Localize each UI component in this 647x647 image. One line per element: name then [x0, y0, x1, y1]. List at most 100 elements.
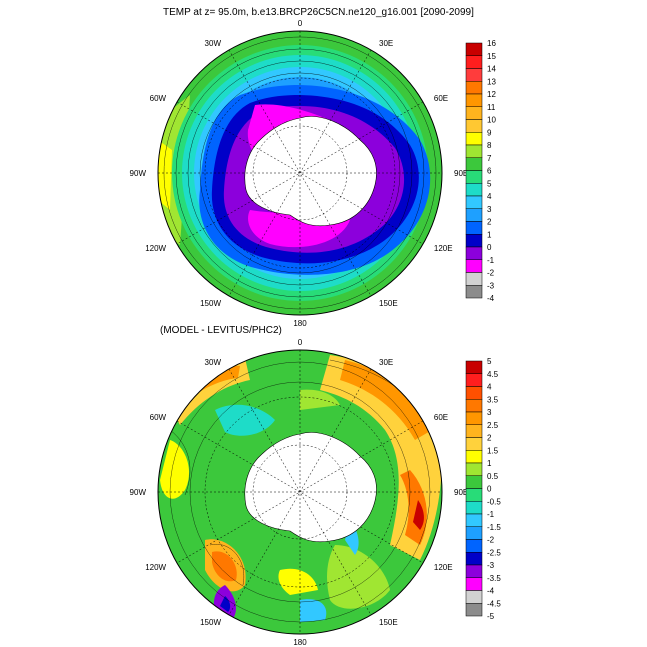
colorbar-swatch [465, 577, 483, 591]
colorbar-label: 3 [487, 205, 492, 214]
lon-label: 150W [200, 618, 221, 627]
colorbar-label: 16 [487, 39, 496, 48]
map-panel-2: 0 30E 60E 90E 120E 150E 180 150W 120W 90W 60W 30W [130, 338, 469, 647]
colorbar-label: -3.5 [487, 574, 501, 583]
colorbar-swatch [465, 399, 483, 413]
colorbar-swatch [465, 590, 483, 604]
lon-label: 30W [205, 39, 222, 48]
colorbar-swatch [465, 539, 483, 553]
lon-label: 180 [293, 638, 307, 647]
colorbar-label: 0.5 [487, 472, 499, 481]
lon-label: 60E [434, 94, 448, 103]
colorbar-label: 4 [487, 192, 492, 201]
colorbar-swatch [465, 450, 483, 464]
colorbar-swatch [465, 360, 483, 374]
lon-label: 120E [434, 563, 453, 572]
panel-2-title: (MODEL - LEVITUS/PHC2) [160, 325, 282, 336]
colorbar-label: -2.5 [487, 548, 501, 557]
colorbar-swatch [465, 144, 483, 158]
colorbar-swatch [465, 42, 483, 56]
colorbar-swatch [465, 170, 483, 184]
lon-label: 180 [293, 319, 307, 328]
colorbar-label: 3.5 [487, 395, 499, 404]
colorbar-label: -2 [487, 536, 495, 545]
colorbar-swatch [465, 259, 483, 273]
lon-label: 60W [150, 94, 167, 103]
colorbar-label: 5 [487, 179, 492, 188]
colorbar-label: -1 [487, 256, 495, 265]
lon-label: 150E [379, 618, 398, 627]
colorbar-swatch [465, 552, 483, 566]
lon-label: 90W [130, 169, 147, 178]
colorbar-label: 5 [487, 357, 492, 366]
colorbar-label: 0 [487, 485, 492, 494]
colorbar-swatch [465, 526, 483, 540]
colorbar-swatch [465, 564, 483, 578]
colorbar-swatch [465, 501, 483, 515]
colorbar-swatch [465, 55, 483, 69]
lon-label: 120E [434, 244, 453, 253]
colorbar-swatch [465, 373, 483, 387]
colorbar-swatch [465, 183, 483, 197]
colorbar-2: 5 4.5 4 3.5 3 2.5 2 1.5 1 0.5 0 -0.5 -1 -1.5 -2 -2.5 -3 -… [465, 357, 501, 621]
colorbar-swatch [465, 106, 483, 120]
colorbar-label: 11 [487, 103, 496, 112]
colorbar-swatch [465, 132, 483, 146]
colorbar-swatch [465, 119, 483, 133]
lon-label: 120W [145, 563, 166, 572]
colorbar-label: -3 [487, 281, 495, 290]
colorbar-label: 14 [487, 65, 496, 74]
colorbar-label: -3 [487, 561, 495, 570]
colorbar-label: 9 [487, 128, 492, 137]
colorbar-swatch [465, 68, 483, 82]
colorbar-label: 12 [487, 90, 496, 99]
colorbar-label: -0.5 [487, 497, 501, 506]
lon-label: 90W [130, 488, 147, 497]
colorbar-label: -2 [487, 269, 495, 278]
colorbar-swatch [465, 424, 483, 438]
lon-label: 90E [454, 488, 468, 497]
lon-label: 90E [454, 169, 468, 178]
colorbar-label: 1 [487, 459, 492, 468]
colorbar-swatch [465, 81, 483, 95]
colorbar-label: 4 [487, 383, 492, 392]
colorbar-label: 1.5 [487, 446, 499, 455]
colorbar-label: -1.5 [487, 523, 501, 532]
colorbar-label: 1 [487, 230, 492, 239]
colorbar-swatch [465, 272, 483, 286]
lon-label: 150E [379, 299, 398, 308]
colorbar-label: 8 [487, 141, 492, 150]
colorbar-swatch [465, 246, 483, 260]
colorbar-swatch [465, 195, 483, 209]
colorbar-label: 13 [487, 77, 496, 86]
colorbar-label: 6 [487, 167, 492, 176]
colorbar-label: 10 [487, 116, 496, 125]
lon-label: 120W [145, 244, 166, 253]
colorbar-swatch [465, 475, 483, 489]
colorbar-label: 0 [487, 243, 492, 252]
colorbar-swatch [465, 208, 483, 222]
lon-label: 60W [150, 413, 167, 422]
colorbar-label: 2 [487, 218, 492, 227]
colorbar-label: 2.5 [487, 421, 499, 430]
colorbar-swatch [465, 513, 483, 527]
colorbar-label: -4 [487, 587, 495, 596]
lon-label: 0 [298, 19, 303, 28]
colorbar-swatch [465, 603, 483, 617]
colorbar-swatch [465, 221, 483, 235]
lon-label: 60E [434, 413, 448, 422]
colorbar-label: 4.5 [487, 370, 499, 379]
colorbar-swatch [465, 386, 483, 400]
panel-1-title: TEMP at z= 95.0m, b.e13.BRCP26C5CN.ne120… [163, 7, 474, 18]
colorbar-label: -5 [487, 612, 495, 621]
lon-label: 30E [379, 39, 393, 48]
colorbar-label: 15 [487, 52, 496, 61]
colorbar-swatch [465, 462, 483, 476]
colorbar-swatch [465, 488, 483, 502]
colorbar-label: 7 [487, 154, 492, 163]
colorbar-swatch [465, 437, 483, 451]
colorbar-label: 3 [487, 408, 492, 417]
colorbar-label: -1 [487, 510, 495, 519]
